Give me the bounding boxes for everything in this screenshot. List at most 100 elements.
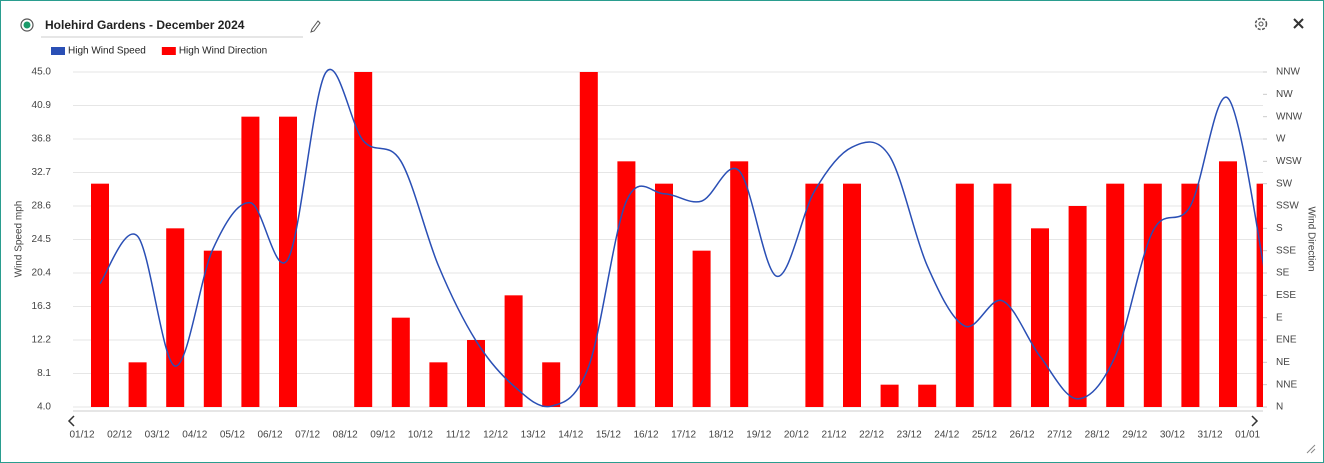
edit-icon[interactable] bbox=[310, 20, 321, 33]
y2-tick-label: SSW bbox=[1276, 201, 1299, 212]
y2-tick-label: SSE bbox=[1276, 245, 1296, 256]
y2-tick-label: N bbox=[1276, 402, 1283, 413]
x-tick-label: 10/12 bbox=[408, 430, 433, 441]
legend-swatch bbox=[51, 47, 65, 55]
x-tick-label: 12/12 bbox=[483, 430, 508, 441]
x-tick-label: 25/12 bbox=[972, 430, 997, 441]
bar bbox=[91, 183, 109, 407]
y2-tick-label: SW bbox=[1276, 178, 1293, 189]
bar bbox=[166, 228, 185, 407]
x-tick-label: 02/12 bbox=[107, 430, 132, 441]
y-tick-label: 36.8 bbox=[32, 134, 52, 145]
bar bbox=[880, 384, 899, 407]
x-tick-label: 03/12 bbox=[145, 430, 170, 441]
y-tick-label: 20.4 bbox=[32, 268, 52, 279]
y2-tick-label: E bbox=[1276, 312, 1283, 323]
y-tick-label: 24.5 bbox=[32, 234, 52, 245]
bar bbox=[1143, 183, 1162, 407]
bar bbox=[993, 183, 1012, 407]
bar bbox=[241, 116, 260, 408]
x-tick-label: 01/12 bbox=[69, 430, 94, 441]
x-tick-label: 19/12 bbox=[746, 430, 771, 441]
x-tick-label: 31/12 bbox=[1197, 430, 1222, 441]
x-tick-label: 27/12 bbox=[1047, 430, 1072, 441]
x-tick-label: 14/12 bbox=[558, 430, 583, 441]
x-tick-label: 18/12 bbox=[709, 430, 734, 441]
y2-tick-label: NW bbox=[1276, 89, 1293, 100]
radio-icon[interactable] bbox=[20, 18, 34, 32]
legend-label: High Wind Direction bbox=[179, 46, 267, 57]
y2-tick-label: SE bbox=[1276, 268, 1290, 279]
resize-handle[interactable] bbox=[1306, 444, 1316, 454]
bar bbox=[655, 183, 673, 407]
y-tick-label: 16.3 bbox=[32, 301, 52, 312]
line bbox=[99, 68, 1263, 408]
bar bbox=[504, 295, 523, 407]
bar bbox=[692, 250, 711, 407]
x-tick-label: 23/12 bbox=[897, 430, 922, 441]
bar bbox=[1031, 228, 1049, 407]
bar bbox=[128, 362, 147, 407]
x-tick-label: 30/12 bbox=[1160, 430, 1185, 441]
y2-tick-label: WSW bbox=[1276, 156, 1302, 167]
y-tick-label: 12.2 bbox=[32, 335, 52, 346]
radio-dot bbox=[23, 21, 31, 29]
bar bbox=[467, 340, 485, 407]
close-icon[interactable] bbox=[1293, 18, 1304, 29]
x-tick-label: 09/12 bbox=[370, 430, 395, 441]
x-tick-label: 01/01 bbox=[1235, 430, 1260, 441]
x-tick-label: 24/12 bbox=[934, 430, 959, 441]
x-tick-label: 21/12 bbox=[821, 430, 846, 441]
y-axis-title: Wind Speed mph bbox=[14, 201, 25, 278]
y2-tick-label: W bbox=[1276, 134, 1286, 145]
bar bbox=[617, 161, 636, 407]
bar bbox=[805, 183, 824, 407]
x-tick-label: 17/12 bbox=[671, 430, 696, 441]
x-tick-label: 26/12 bbox=[1009, 430, 1034, 441]
bar bbox=[203, 250, 222, 407]
legend-swatch bbox=[161, 47, 176, 55]
y-tick-label: 40.9 bbox=[32, 100, 52, 111]
bar bbox=[542, 362, 561, 407]
bar bbox=[1256, 183, 1263, 407]
bar bbox=[918, 384, 937, 407]
y2-tick-label: NNW bbox=[1276, 67, 1300, 78]
x-tick-label: 04/12 bbox=[182, 430, 207, 441]
bar bbox=[354, 72, 373, 407]
x-tick-label: 11/12 bbox=[446, 430, 471, 441]
x-tick-label: 15/12 bbox=[596, 430, 621, 441]
x-tick-label: 22/12 bbox=[859, 430, 884, 441]
x-tick-label: 05/12 bbox=[220, 430, 245, 441]
bar bbox=[730, 161, 749, 407]
y2-tick-label: ESE bbox=[1276, 290, 1296, 301]
scroll-left[interactable] bbox=[67, 415, 75, 427]
x-tick-label: 20/12 bbox=[784, 430, 809, 441]
legend-label: High Wind Speed bbox=[68, 46, 146, 57]
y-tick-label: 8.1 bbox=[37, 368, 51, 379]
bar bbox=[429, 362, 448, 407]
bar bbox=[391, 317, 410, 407]
y2-tick-label: WNW bbox=[1276, 111, 1303, 122]
bar bbox=[955, 183, 974, 407]
y2-tick-label: NNE bbox=[1276, 379, 1297, 390]
chart-title: Holehird Gardens - December 2024 bbox=[45, 18, 245, 32]
y2-tick-label: NE bbox=[1276, 357, 1290, 368]
bar bbox=[1106, 183, 1125, 407]
y2-axis-title: Wind Direction bbox=[1305, 206, 1316, 271]
scroll-right[interactable] bbox=[1251, 415, 1259, 427]
bar bbox=[843, 183, 861, 407]
y2-tick-label: S bbox=[1276, 223, 1283, 234]
x-tick-label: 08/12 bbox=[333, 430, 358, 441]
y-tick-label: 28.6 bbox=[32, 201, 52, 212]
settings-icon[interactable] bbox=[1254, 17, 1268, 31]
bar bbox=[579, 72, 598, 407]
bar bbox=[1219, 161, 1237, 407]
bar bbox=[279, 116, 297, 408]
x-tick-label: 16/12 bbox=[633, 430, 658, 441]
plot-area bbox=[91, 68, 1263, 408]
x-tick-label: 07/12 bbox=[295, 430, 320, 441]
bar bbox=[1068, 206, 1087, 407]
bar bbox=[1181, 183, 1200, 407]
